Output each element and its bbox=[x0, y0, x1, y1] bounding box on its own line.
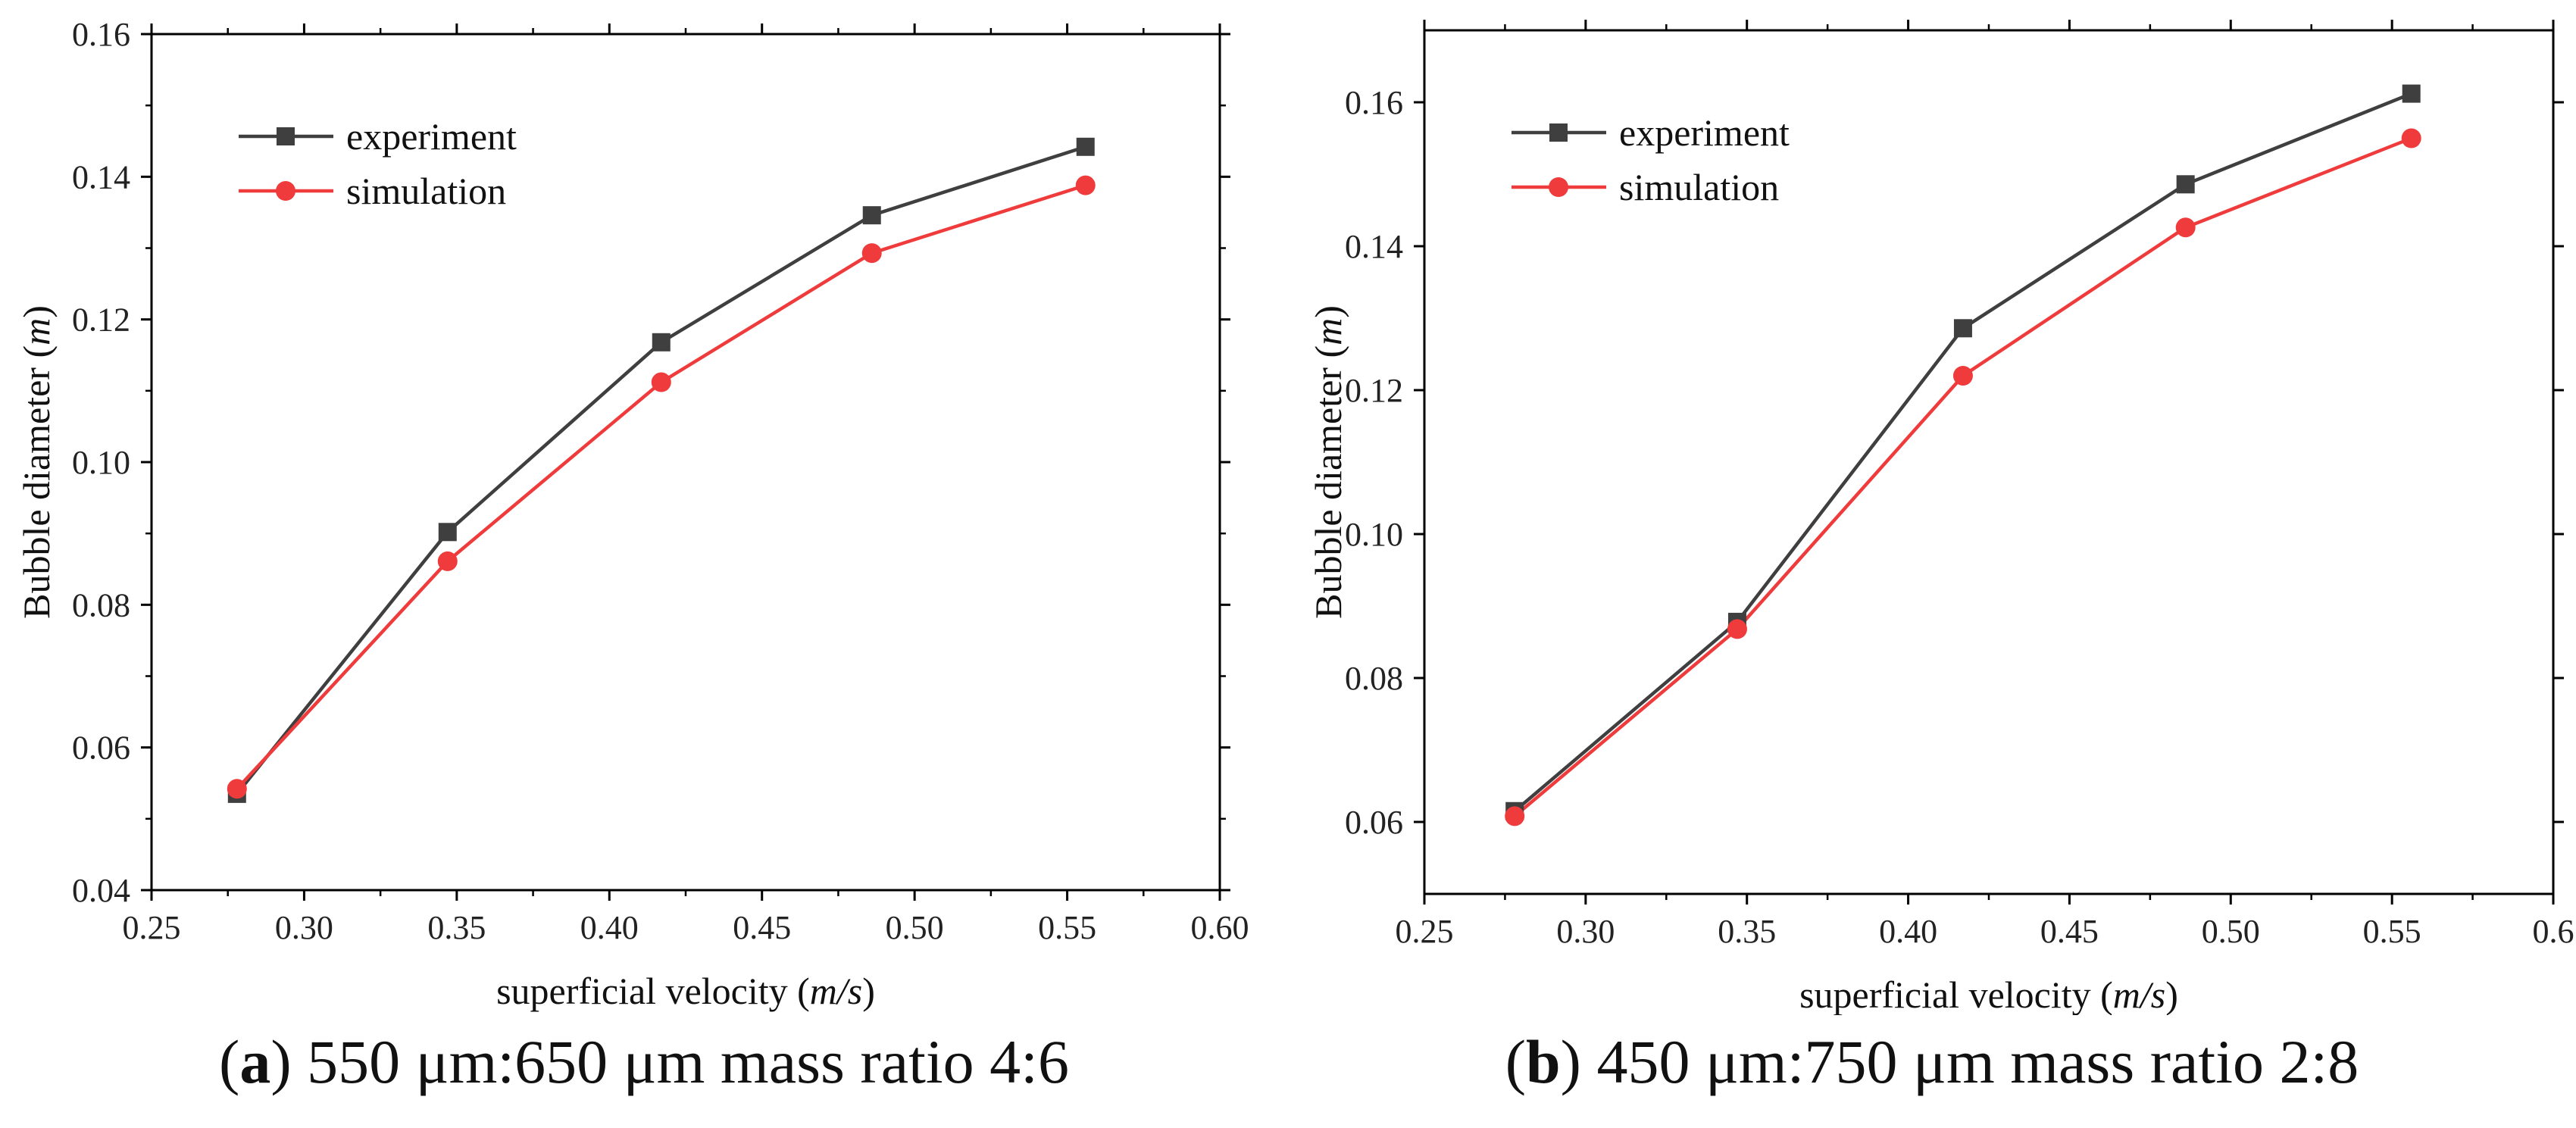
y-tick-label: 0.08 bbox=[1345, 660, 1403, 697]
legend-label-experiment: experiment bbox=[346, 115, 517, 158]
x-tick-label: 0.45 bbox=[2040, 913, 2099, 950]
caption-b-label: b bbox=[1526, 1027, 1561, 1096]
plot-frame bbox=[150, 33, 1221, 892]
x-tick-label: 0.25 bbox=[123, 909, 181, 946]
x-axis-paren: ) bbox=[2165, 973, 2178, 1015]
y-tick-label: 0.12 bbox=[1345, 372, 1403, 409]
y-axis-paren: ) bbox=[1307, 305, 1349, 318]
legend-marker-simulation bbox=[1549, 177, 1568, 197]
chart-a: 0.25 0.30 0.35 0.40 0.45 0.50 0.55 0.60 0.04 0.06… bbox=[15, 16, 1249, 1012]
y-tick-label: 0.06 bbox=[72, 730, 130, 767]
data-point-simulation bbox=[1952, 366, 1973, 386]
y-tick-label: 0.14 bbox=[1345, 228, 1403, 265]
x-axis-title: superficial velocity (m/s) bbox=[1799, 973, 2178, 1015]
y-tick-label: 0.06 bbox=[1345, 804, 1403, 841]
caption-b: (b) 450 μm:750 μm mass ratio 2:8 bbox=[1505, 1027, 2359, 1096]
x-axis-unit: m/s bbox=[810, 970, 862, 1012]
data-point-experiment bbox=[2402, 84, 2421, 103]
data-point-simulation bbox=[861, 243, 882, 264]
data-point-experiment bbox=[652, 333, 671, 352]
data-point-experiment bbox=[1953, 319, 1972, 338]
data-point-simulation bbox=[437, 551, 458, 571]
chart-b: 0.25 0.30 0.35 0.40 0.45 0.50 0.55 0.6 0.06 0.08 0… bbox=[1307, 20, 2574, 1015]
legend-label-simulation: simulation bbox=[346, 170, 506, 212]
data-point-experiment bbox=[862, 206, 881, 225]
x-axis-title: superficial velocity (m/s) bbox=[496, 970, 875, 1012]
x-tick-label: 0.50 bbox=[2202, 913, 2260, 950]
x-tick-label: 0.25 bbox=[1396, 913, 1454, 950]
caption-a-label: a bbox=[239, 1027, 271, 1096]
series-line-simulation bbox=[1513, 136, 2412, 818]
y-axis-title-text: Bubble diameter ( bbox=[1307, 345, 1349, 619]
x-tick-label: 0.55 bbox=[1038, 909, 1096, 946]
x-tick-label: 0.50 bbox=[886, 909, 944, 946]
x-tick-label: 0.30 bbox=[275, 909, 333, 946]
x-tick-label: 0.60 bbox=[1191, 909, 1249, 946]
y-tick-label: 0.16 bbox=[72, 16, 130, 53]
y-axis-paren: ) bbox=[15, 305, 58, 318]
x-axis-title-text: superficial velocity ( bbox=[496, 970, 810, 1012]
y-tick-label: 0.12 bbox=[72, 302, 130, 339]
y-tick-label: 0.10 bbox=[1345, 516, 1403, 553]
legend-label-simulation: simulation bbox=[1619, 166, 1779, 208]
data-point-experiment bbox=[2176, 175, 2195, 194]
y-tick-label: 0.04 bbox=[72, 872, 130, 909]
data-point-simulation bbox=[227, 779, 247, 799]
y-tick-label: 0.08 bbox=[72, 586, 130, 623]
x-tick-label: 0.45 bbox=[733, 909, 791, 946]
legend-marker-experiment bbox=[1549, 123, 1568, 142]
plot-frame bbox=[1423, 29, 2555, 895]
y-axis-unit: m bbox=[1307, 318, 1349, 345]
x-tick-label: 0.30 bbox=[1556, 913, 1615, 950]
caption-a: (a) 550 μm:650 μm mass ratio 4:6 bbox=[219, 1027, 1069, 1096]
data-point-simulation bbox=[651, 372, 671, 392]
series-line-simulation bbox=[236, 183, 1086, 790]
data-point-experiment bbox=[438, 523, 457, 542]
data-point-simulation bbox=[1505, 806, 1525, 826]
data-point-experiment bbox=[1076, 137, 1095, 156]
data-point-simulation bbox=[2175, 217, 2196, 238]
data-point-simulation bbox=[1075, 175, 1096, 195]
caption-a-text: 550 μm:650 μm mass ratio 4:6 bbox=[291, 1027, 1069, 1096]
y-axis-title: Bubble diameter (m) bbox=[1307, 305, 1349, 619]
chart-panel-a: 0.25 0.30 0.35 0.40 0.45 0.50 0.55 0.60 0.04 0.06… bbox=[15, 16, 1249, 1096]
legend-marker-simulation bbox=[276, 181, 295, 201]
legend-marker-experiment bbox=[277, 127, 295, 145]
x-tick-label: 0.35 bbox=[1718, 913, 1776, 950]
y-tick-label: 0.14 bbox=[72, 158, 130, 195]
x-tick-label: 0.55 bbox=[2363, 913, 2421, 950]
y-tick-label: 0.16 bbox=[1345, 84, 1403, 121]
x-axis-paren: ) bbox=[862, 970, 875, 1012]
caption-b-text: 450 μm:750 μm mass ratio 2:8 bbox=[1580, 1027, 2359, 1096]
x-axis-title-text: superficial velocity ( bbox=[1799, 973, 2113, 1015]
x-tick-label: 0.35 bbox=[427, 909, 486, 946]
chart-panel-b: 0.25 0.30 0.35 0.40 0.45 0.50 0.55 0.6 0.06 0.08 0… bbox=[1288, 0, 2576, 1128]
series-line-experiment bbox=[236, 145, 1086, 795]
x-tick-label: 0.40 bbox=[1879, 913, 1937, 950]
x-tick-label: 0.6 bbox=[2533, 913, 2574, 950]
y-axis-unit: m bbox=[15, 318, 58, 345]
data-point-simulation bbox=[2401, 128, 2421, 148]
y-tick-label: 0.10 bbox=[72, 444, 130, 481]
x-axis-unit: m/s bbox=[2113, 973, 2165, 1015]
data-point-simulation bbox=[1727, 619, 1747, 639]
legend-label-experiment: experiment bbox=[1619, 111, 1790, 154]
y-axis-title: Bubble diameter (m) bbox=[15, 305, 58, 619]
y-axis-title-text: Bubble diameter ( bbox=[15, 345, 58, 619]
x-tick-label: 0.40 bbox=[580, 909, 639, 946]
